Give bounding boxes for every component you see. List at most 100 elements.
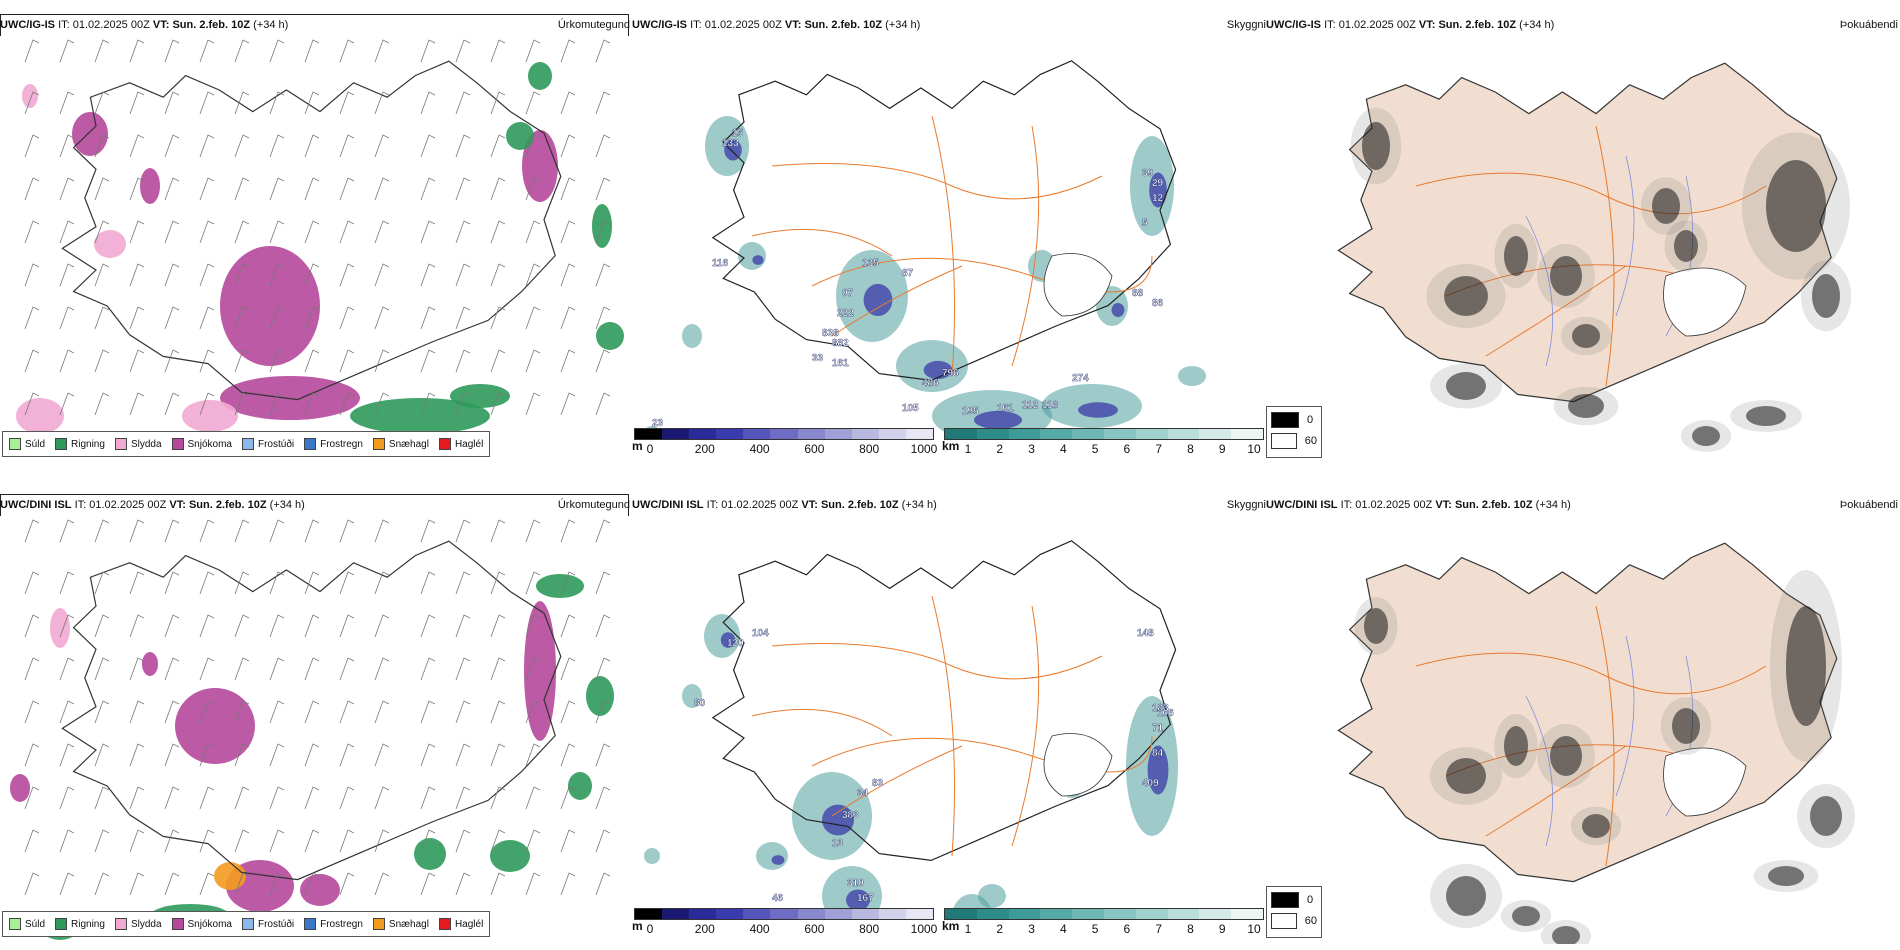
wind-barb — [560, 39, 576, 63]
ceiling-value-label: 112 — [1022, 400, 1039, 411]
wind-barb — [560, 786, 576, 810]
visibility-colorbar-cell — [1167, 429, 1200, 439]
low-visibility-area — [682, 684, 702, 708]
wind-barb — [339, 220, 355, 244]
glacier-outline — [1663, 267, 1747, 337]
wind-barb — [24, 829, 40, 853]
wind-barb — [199, 349, 215, 373]
precip-area — [220, 376, 360, 420]
precip-area — [300, 874, 340, 906]
ceiling-colorbar-tick: 200 — [694, 442, 715, 456]
precip-legend-item: Snjókoma — [171, 438, 232, 450]
wind-barb — [234, 743, 250, 767]
precip-area — [10, 774, 30, 802]
wind-barb — [595, 392, 611, 416]
visibility-colorbar-tick: 7 — [1155, 442, 1162, 456]
low-ceiling-area — [846, 889, 870, 911]
wind-barb — [94, 743, 110, 767]
wind-barb — [164, 177, 180, 201]
ceiling-colorbar-cell — [635, 909, 663, 919]
ceiling-colorbar-tick: 800 — [859, 442, 880, 456]
precip-legend-label: Slydda — [130, 918, 162, 930]
ceiling-value-label: 222 — [837, 308, 854, 319]
low-ceiling-area — [724, 139, 742, 161]
wind-barb — [525, 829, 541, 853]
wind-barb — [304, 872, 320, 896]
ceiling-colorbar-unit: m — [632, 439, 643, 453]
wind-barb — [525, 392, 541, 416]
it-label: IT: — [1340, 499, 1353, 511]
wind-barb — [94, 700, 110, 724]
glacier-outline — [1043, 733, 1113, 797]
wind-barb — [164, 220, 180, 244]
wind-barb — [595, 177, 611, 201]
wind-barb — [525, 349, 541, 373]
wind-barb — [339, 263, 355, 287]
visibility-colorbar-cell — [1199, 429, 1232, 439]
wind-barb — [420, 220, 436, 244]
wind-barb — [129, 349, 145, 373]
wind-barb — [374, 306, 390, 330]
wind-barb — [129, 700, 145, 724]
wind-barb — [269, 39, 285, 63]
ceiling-value-label: 133 — [722, 138, 739, 149]
wind-barb — [59, 872, 75, 896]
fog-panel-row1: UWC/IG-IS IT: 01.02.2025 00Z VT: Sun. 2.… — [1266, 14, 1900, 464]
wind-barb — [234, 571, 250, 595]
precip-legend-label: Snjókoma — [187, 918, 232, 930]
ceiling-value-label: 105 — [902, 403, 919, 414]
wind-barb — [164, 134, 180, 158]
precip-area — [94, 230, 126, 258]
wind-barb — [129, 263, 145, 287]
wind-barb — [59, 614, 75, 638]
wind-barb — [525, 657, 541, 681]
wind-barb — [24, 134, 40, 158]
fog-legend-high: 60 — [1271, 913, 1317, 929]
low-ceiling-area — [822, 804, 854, 836]
precip-legend-swatch — [241, 918, 254, 930]
wind-barb — [164, 829, 180, 853]
ceiling-value-label: 71 — [1152, 723, 1164, 734]
precip-legend-item: Frostregn — [304, 438, 363, 450]
ceiling-value-label: 86 — [1152, 298, 1164, 309]
wind-barb — [94, 571, 110, 595]
wind-barb — [129, 571, 145, 595]
visibility-colorbar-tick: 2 — [996, 442, 1004, 456]
wind-barb — [455, 91, 471, 115]
fog-legend-low-value: 0 — [1307, 414, 1314, 426]
ceiling-value-label: 80 — [694, 698, 706, 709]
ceiling-value-label: 796 — [942, 368, 959, 379]
ceiling-value-label: 135 — [862, 258, 879, 269]
wind-barb — [94, 134, 110, 158]
fog-halo — [1770, 570, 1842, 762]
vt-label: VT: — [1418, 19, 1436, 31]
wind-barb — [595, 614, 611, 638]
wind-barb — [234, 657, 250, 681]
wind-barb — [59, 519, 75, 543]
wind-barb — [374, 700, 390, 724]
ceiling-colorbar-tick: 0 — [646, 442, 654, 456]
fog-halo — [1730, 400, 1802, 432]
wind-barb — [269, 700, 285, 724]
wind-barb — [269, 571, 285, 595]
precip-area — [142, 652, 158, 676]
wind-barb — [339, 392, 355, 416]
wind-barb — [199, 39, 215, 63]
wind-barb — [455, 519, 471, 543]
visibility-colorbar-tick: 10 — [1247, 922, 1261, 936]
precip-legend-swatch — [171, 438, 184, 450]
wind-barb — [525, 134, 541, 158]
wind-barb — [595, 306, 611, 330]
ceiling-value-label: 07 — [842, 288, 854, 299]
ceiling-colorbar-cell — [743, 909, 771, 919]
wind-barb — [525, 700, 541, 724]
precip-legend-label: Rigning — [71, 918, 105, 930]
fog-area — [1446, 876, 1486, 916]
wind-barb — [525, 220, 541, 244]
wind-barb — [269, 786, 285, 810]
wind-barb — [59, 134, 75, 158]
precip-area — [568, 772, 592, 800]
wind-barb — [164, 91, 180, 115]
fog-area — [1446, 758, 1486, 794]
wind-barb — [490, 91, 506, 115]
